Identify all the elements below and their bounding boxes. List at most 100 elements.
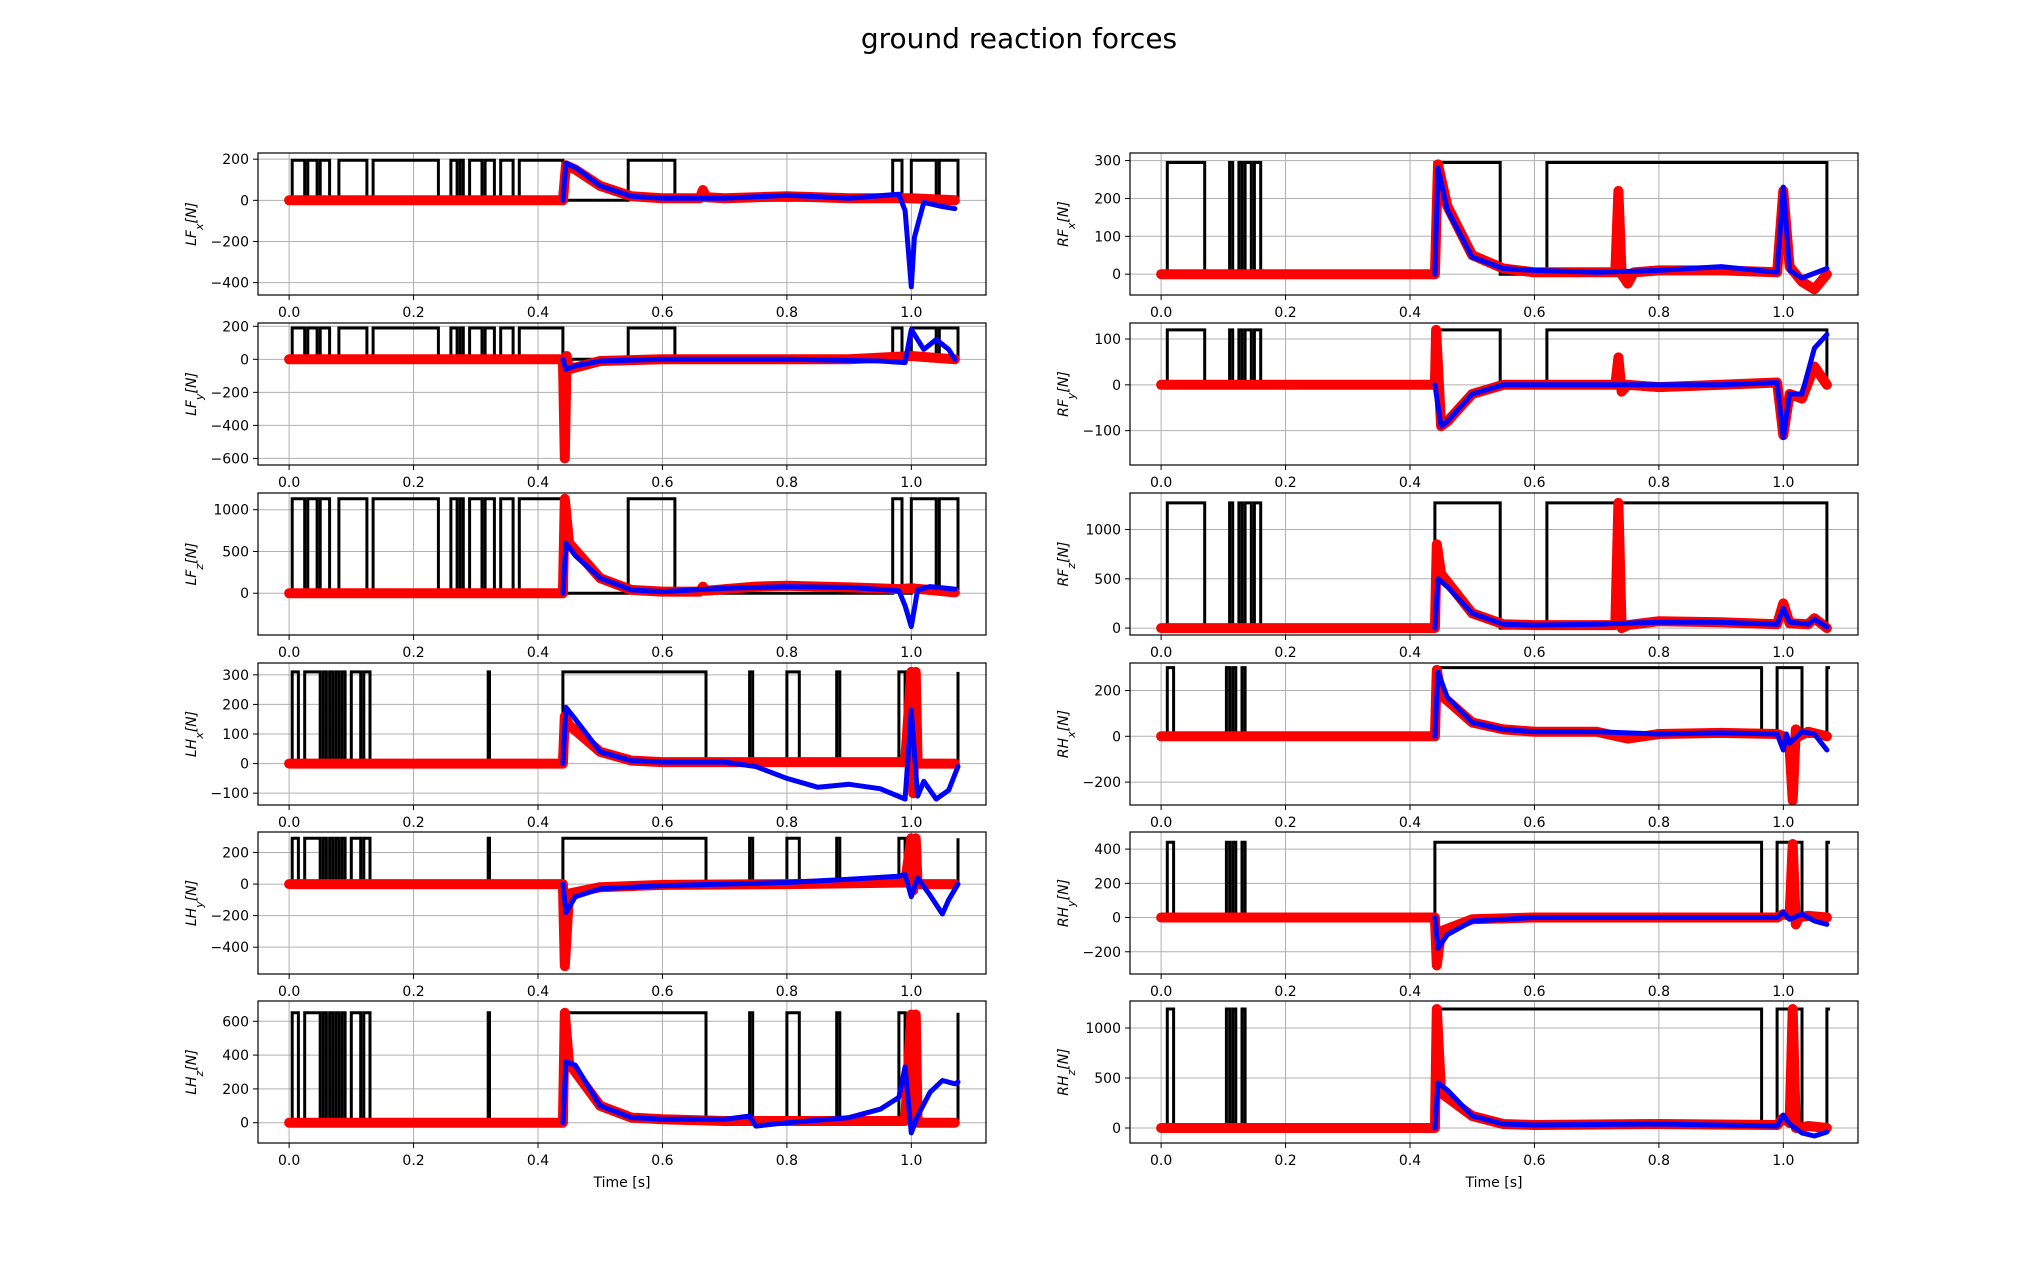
y-tick-label: −100 (1083, 424, 1121, 440)
y-tick-label: 200 (222, 152, 249, 168)
y-tick-label: 0 (1112, 729, 1121, 745)
measured-series-RHz (1432, 1080, 1830, 1139)
subplot-RHz: 0.0 0.2 0.4 0.6 0.8 1.0 1000 500 0 RHz[N] Time [s] (1056, 1000, 1859, 1191)
y-tick-label: 200 (222, 1082, 249, 1098)
y-tick-label: 300 (222, 668, 249, 684)
y-axis-label-LFx: LFx[N] (184, 202, 206, 246)
x-tick-label: 1.0 (900, 984, 922, 1000)
x-tick-label: 1.0 (1772, 305, 1794, 321)
subplot-LHx: 0.0 0.2 0.4 0.6 0.8 1.0 300 200 100 0 −100 LHx[N] (184, 662, 987, 831)
subplot-RFx: 0.0 0.2 0.4 0.6 0.8 1.0 300 200 100 0 RFx[N] (1056, 152, 1859, 321)
measured-series-RFz (1432, 576, 1830, 631)
x-tick-label: 0.0 (278, 984, 300, 1000)
y-tick-label: 0 (240, 193, 249, 209)
axes-frame (1129, 1000, 1859, 1144)
plot-area-LFx (284, 158, 960, 290)
x-tick-label: 0.2 (402, 984, 424, 1000)
contact-series-LHx (289, 670, 960, 766)
y-axis-label-RHx: RHx[N] (1056, 710, 1078, 758)
x-tick-label: 0.2 (402, 815, 424, 831)
y-tick-label: −200 (1083, 775, 1121, 791)
x-tick-label: 0.8 (776, 305, 798, 321)
y-tick-label: 0 (240, 1116, 249, 1132)
axes-frame (1129, 322, 1859, 466)
contact-series-LFz (289, 497, 960, 595)
y-tick-label: 1000 (1085, 522, 1121, 538)
x-tick-label: 0.2 (1274, 1153, 1296, 1169)
y-tick-label: 0 (240, 586, 249, 602)
y-tick-label: 100 (1094, 332, 1121, 348)
y-tick-label: 0 (240, 352, 249, 368)
y-tick-label: 500 (1094, 572, 1121, 588)
y-tick-label: −400 (211, 940, 249, 956)
x-tick-label: 0.0 (1150, 1153, 1172, 1169)
x-tick-label: 0.4 (527, 305, 549, 321)
y-tick-label: 0 (1112, 378, 1121, 394)
x-tick-label: 0.0 (1150, 305, 1172, 321)
x-tick-label: 0.8 (1648, 645, 1670, 661)
x-tick-label: 0.0 (278, 475, 300, 491)
subplot-RHx: 0.0 0.2 0.4 0.6 0.8 1.0 200 0 −200 RHx[N] (1056, 662, 1859, 831)
y-axis-label-RHy: RHy[N] (1056, 879, 1078, 927)
y-tick-label: 300 (1094, 154, 1121, 170)
subplot-LFz: 0.0 0.2 0.4 0.6 0.8 1.0 1000 500 0 LFz[N] (184, 492, 987, 661)
x-tick-label: 0.0 (278, 1153, 300, 1169)
y-tick-label: 1000 (1085, 1021, 1121, 1037)
axes-frame (1129, 831, 1859, 975)
axes-frame (1129, 152, 1859, 296)
x-tick-label: 0.2 (402, 475, 424, 491)
x-tick-label: 0.6 (1523, 475, 1545, 491)
x-tick-label: 1.0 (1772, 984, 1794, 1000)
x-tick-label: 0.4 (1399, 984, 1421, 1000)
contact-series-LHy (289, 836, 960, 886)
reference-series-LHz (284, 1007, 960, 1128)
x-tick-label: 1.0 (1772, 645, 1794, 661)
subplot-RFz: 0.0 0.2 0.4 0.6 0.8 1.0 1000 500 0 RFz[N] (1056, 492, 1859, 661)
x-tick-label: 0.4 (527, 1153, 549, 1169)
measured-series-LHy (560, 872, 961, 917)
y-tick-label: 0 (1112, 1121, 1121, 1137)
measured-series-LFx (560, 160, 958, 290)
x-tick-label: 0.2 (402, 645, 424, 661)
measured-series-RFy (1432, 332, 1830, 440)
x-tick-label: 0.8 (776, 475, 798, 491)
reference-series-LHx (284, 666, 960, 799)
x-tick-label: 0.6 (651, 815, 673, 831)
contact-series-RFz (1161, 501, 1830, 630)
x-axis-label: Time [s] (1465, 1175, 1523, 1191)
measured-series-RHy (1432, 909, 1830, 951)
reference-series-LFz (284, 493, 960, 599)
reference-series-LFy (284, 351, 960, 464)
y-tick-label: 0 (240, 877, 249, 893)
subplot-LFy: 0.0 0.2 0.4 0.6 0.8 1.0 200 0 −200 −400 −600 LFy[N] (184, 319, 987, 491)
y-tick-label: 200 (222, 846, 249, 862)
plot-area-RFx (1156, 159, 1832, 295)
contact-series-LFy (289, 326, 960, 361)
x-tick-label: 0.4 (527, 475, 549, 491)
subplot-LHz: 0.0 0.2 0.4 0.6 0.8 1.0 600 400 200 0 LHz[N] Time [… (184, 1000, 987, 1191)
measured-series-LFz (560, 540, 958, 630)
y-tick-label: −200 (211, 385, 249, 401)
x-tick-label: 0.8 (1648, 815, 1670, 831)
y-axis-label-LHy: LHy[N] (184, 880, 206, 926)
y-tick-label: 100 (222, 727, 249, 743)
axes-frame (1129, 662, 1859, 806)
plot-area-RHy (1156, 839, 1832, 971)
y-tick-label: 1000 (213, 503, 249, 519)
x-tick-label: 0.0 (278, 815, 300, 831)
y-tick-label: −400 (211, 276, 249, 292)
x-tick-label: 0.6 (651, 645, 673, 661)
plot-area-LHz (284, 1007, 961, 1136)
y-tick-label: 200 (222, 319, 249, 335)
axes-frame (257, 322, 987, 466)
subplot-RHy: 0.0 0.2 0.4 0.6 0.8 1.0 400 200 0 −200 RHy[N] (1056, 831, 1859, 1000)
x-tick-label: 0.6 (1523, 645, 1545, 661)
x-tick-label: 0.6 (1523, 815, 1545, 831)
plot-area-RHz (1156, 1004, 1832, 1139)
x-tick-label: 0.8 (776, 645, 798, 661)
plot-area-LFz (284, 493, 960, 630)
y-tick-label: 0 (1112, 267, 1121, 283)
y-axis-label-LFy: LFy[N] (184, 372, 206, 416)
x-tick-label: 0.0 (1150, 645, 1172, 661)
x-tick-label: 0.6 (1523, 1153, 1545, 1169)
